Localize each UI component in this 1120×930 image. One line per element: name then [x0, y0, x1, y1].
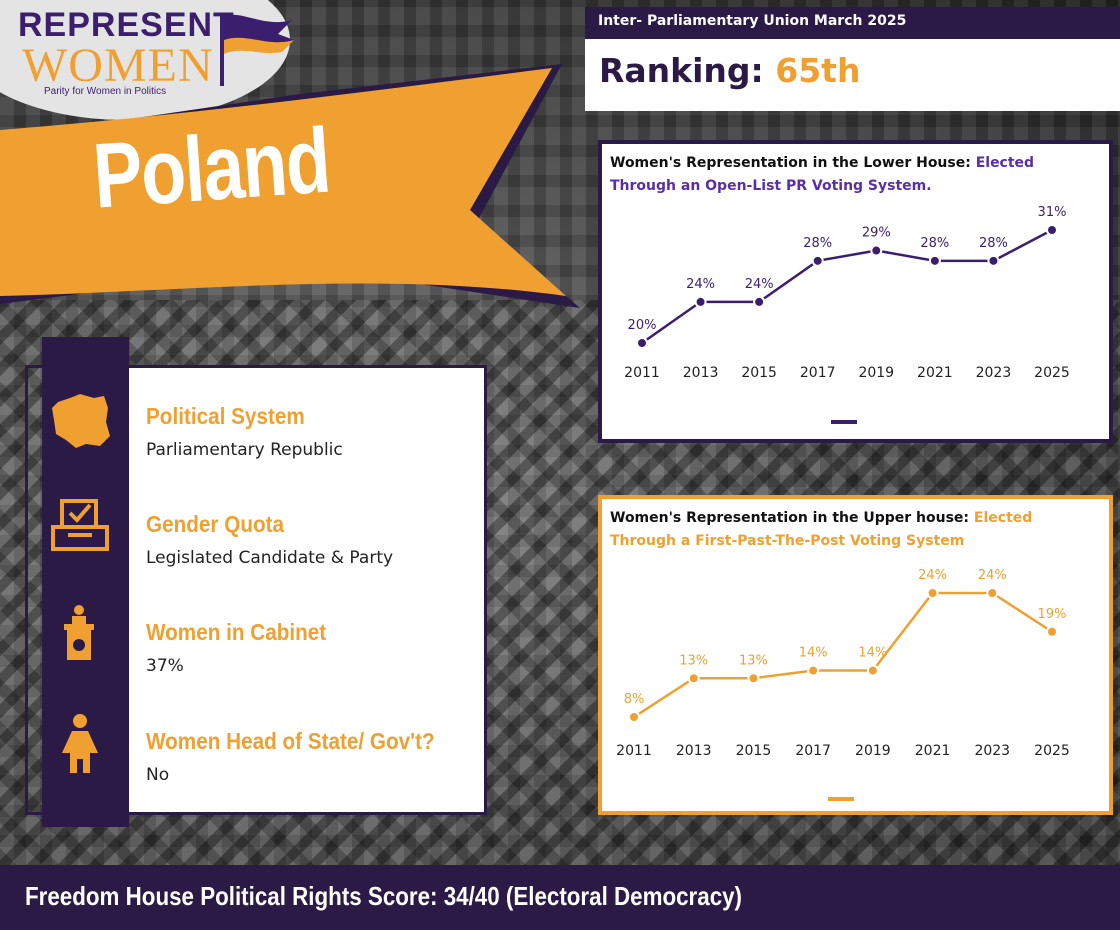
upper-house-data-label-2013: 13%: [679, 653, 708, 668]
lower-house-x-tick-2013: 2013: [683, 365, 719, 381]
upper-house-point-2019: [866, 664, 879, 677]
info-panel-frame: [25, 365, 487, 815]
upper-house-point-2021: [926, 587, 939, 599]
country-banner: [0, 64, 580, 308]
lower-house-x-tick-2011: 2011: [624, 365, 660, 381]
women-head-label: Women Head of State/ Gov't?: [146, 728, 435, 754]
upper-house-title-text: Women's Representation in the Upper hous…: [610, 510, 970, 526]
upper-house-data-label-2015: 13%: [739, 653, 768, 668]
upper-house-point-2017: [807, 664, 820, 677]
lower-house-data-label-2011: 20%: [628, 318, 657, 333]
upper-house-point-2025: [1046, 625, 1058, 638]
flag-icon: [220, 14, 294, 86]
upper-house-plot: 8% 2011 13% 2013 13% 2015 14% 2017 14% 2019 24% 202…: [616, 568, 1070, 759]
ranking-display: Ranking: 65th: [585, 39, 1120, 111]
lower-house-x-tick-2017: 2017: [800, 365, 836, 381]
lower-house-data-label-2017: 28%: [803, 236, 832, 251]
ranking-box: Inter- Parliamentary Union March 2025 Ra…: [585, 7, 1120, 111]
woman-icon: [62, 714, 98, 773]
lower-house-data-label-2023: 28%: [979, 236, 1008, 251]
lower-house-point-2025: [1046, 224, 1058, 236]
lower-house-legend-dash: [831, 420, 857, 424]
upper-house-chart-title: Women's Representation in the Upper hous…: [610, 507, 1090, 553]
lower-house-x-tick-2025: 2025: [1034, 365, 1070, 381]
lower-house-plot: 20% 2011 24% 2013 24% 2015 28% 2017 29% 2019 28% 20…: [624, 205, 1070, 381]
upper-house-series-line: [633, 591, 1053, 719]
upper-house-x-tick-2023: 2023: [974, 743, 1010, 759]
lower-house-series-line: [641, 228, 1053, 345]
lower-house-title-text: Women's Representation in the Lower Hous…: [610, 155, 971, 171]
lower-house-point-2017: [811, 254, 824, 267]
upper-house-x-tick-2011: 2011: [616, 743, 652, 759]
lower-house-data-label-2025: 31%: [1038, 205, 1067, 220]
gender-quota-label: Gender Quota: [146, 511, 285, 537]
upper-house-data-label-2025: 19%: [1038, 607, 1067, 622]
freedom-house-score: Freedom House Political Rights Score: 34…: [25, 881, 743, 911]
upper-house-legend-dash: [828, 797, 854, 801]
upper-house-subtitle: Elected Through a First-Past-The-Post Vo…: [610, 510, 1033, 549]
upper-house-point-2011: [628, 711, 640, 723]
lower-house-data-label-2015: 24%: [745, 277, 774, 292]
lower-house-point-2011: [636, 337, 648, 349]
lower-house-x-tick-2019: 2019: [858, 365, 894, 381]
gender-quota-value: Legislated Candidate & Party: [146, 548, 394, 568]
ballot-box-icon: [51, 499, 109, 551]
upper-house-x-tick-2013: 2013: [676, 743, 712, 759]
upper-house-data-label-2023: 24%: [978, 568, 1007, 583]
lower-house-x-tick-2023: 2023: [976, 365, 1012, 381]
podium-icon: [64, 605, 94, 660]
upper-house-point-2015: [747, 672, 760, 685]
ranking-label: Ranking:: [599, 51, 764, 90]
info-women-head: Women Head of State/ Gov't? No: [146, 728, 467, 785]
ranking-source: Inter- Parliamentary Union March 2025: [585, 7, 1120, 39]
lower-house-subtitle: Elected Through an Open-List PR Voting S…: [610, 155, 1035, 194]
info-gender-quota: Gender Quota Legislated Candidate & Part…: [146, 511, 393, 568]
upper-house-data-label-2017: 14%: [799, 646, 828, 661]
upper-house-point-2023: [986, 587, 999, 599]
upper-house-x-tick-2015: 2015: [736, 743, 772, 759]
women-cabinet-label: Women in Cabinet: [146, 619, 327, 645]
upper-house-data-label-2019: 14%: [858, 646, 887, 661]
represent-women-logo: REPRESENT WOMEN Parity for Women in Poli…: [18, 6, 298, 106]
lower-house-point-2021: [928, 254, 941, 267]
political-system-value: Parliamentary Republic: [146, 440, 343, 460]
lower-house-x-tick-2021: 2021: [917, 365, 953, 381]
upper-house-chart: Women's Representation in the Upper hous…: [598, 495, 1113, 815]
lower-house-data-label-2019: 29%: [862, 226, 891, 241]
upper-house-x-tick-2017: 2017: [795, 743, 831, 759]
lower-house-point-2013: [694, 295, 707, 308]
upper-house-x-tick-2019: 2019: [855, 743, 891, 759]
lower-house-chart-title: Women's Representation in the Lower Hous…: [610, 152, 1090, 198]
footer-bar: Freedom House Political Rights Score: 34…: [0, 865, 1120, 930]
lower-house-point-2023: [987, 254, 1000, 267]
women-cabinet-value: 37%: [146, 656, 184, 676]
lower-house-data-label-2021: 28%: [920, 236, 949, 251]
logo-line-2: WOMEN: [22, 39, 214, 92]
women-head-value: No: [146, 765, 170, 785]
info-panel: [129, 368, 484, 812]
info-political-system: Political System Parliamentary Republic: [146, 403, 343, 460]
info-women-cabinet: Women in Cabinet 37%: [146, 619, 346, 676]
poland-map-icon: [52, 394, 110, 448]
logo-tagline: Parity for Women in Politics: [44, 86, 167, 97]
upper-house-x-tick-2021: 2021: [915, 743, 951, 759]
upper-house-point-2013: [687, 672, 700, 685]
lower-house-x-tick-2015: 2015: [741, 365, 777, 381]
political-system-label: Political System: [146, 403, 305, 429]
ranking-value: 65th: [775, 51, 861, 90]
upper-house-data-label-2021: 24%: [918, 568, 947, 583]
upper-house-x-tick-2025: 2025: [1034, 743, 1070, 759]
country-name: Poland: [90, 109, 333, 228]
lower-house-point-2015: [753, 295, 766, 308]
lower-house-chart: Women's Representation in the Lower Hous…: [598, 140, 1113, 443]
lower-house-data-label-2013: 24%: [686, 277, 715, 292]
logo-line-1: REPRESENT: [18, 6, 235, 44]
upper-house-data-label-2011: 8%: [624, 692, 645, 707]
lower-house-point-2019: [870, 244, 883, 257]
